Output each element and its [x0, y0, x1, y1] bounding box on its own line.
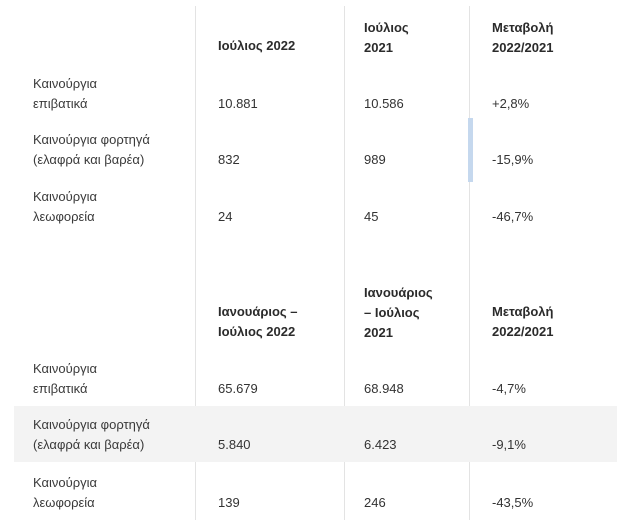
- table1-header-col1: Ιούλιος 2022: [218, 38, 296, 53]
- table2-row-label: Καινούργια λεωφορεία: [33, 475, 98, 510]
- table1-cell: 10.881: [218, 96, 258, 111]
- table1-header-col3: Μεταβολή 2022/2021: [492, 20, 554, 55]
- table1-cell: 10.586: [364, 96, 404, 111]
- table2-cell: 139: [218, 495, 240, 510]
- table1-row-label: Καινούργια λεωφορεία: [33, 189, 98, 224]
- table1-cell: 832: [218, 152, 240, 167]
- table2-header-col3: Μεταβολή 2022/2021: [492, 304, 554, 339]
- table2-cell: -4,7%: [492, 381, 526, 396]
- table2-cell: -43,5%: [492, 495, 534, 510]
- table1-cell: 24: [218, 209, 233, 224]
- table1-cell: +2,8%: [492, 96, 530, 111]
- table1-row-label: Καινούργια φορτηγά (ελαφρά και βαρέα): [33, 132, 150, 167]
- table2-cell: 5.840: [218, 437, 251, 452]
- table1-cell: 989: [364, 152, 386, 167]
- column-divider: [469, 6, 470, 520]
- table1-cell: -46,7%: [492, 209, 534, 224]
- table1-cell: -15,9%: [492, 152, 534, 167]
- table2-cell: 65.679: [218, 381, 258, 396]
- table1-header-col2: Ιούλιος 2021: [364, 20, 409, 55]
- column-divider: [195, 6, 196, 520]
- cell-selection-handle[interactable]: [468, 118, 473, 182]
- table2-cell: 246: [364, 495, 386, 510]
- table1-cell: 45: [364, 209, 379, 224]
- column-divider: [344, 6, 345, 520]
- table2-cell: 6.423: [364, 437, 397, 452]
- table2-header-col1: Ιανουάριος – Ιούλιος 2022: [218, 304, 298, 339]
- table2-header-col2: Ιανουάριος – Ιούλιος 2021: [364, 285, 433, 340]
- table2-row-label: Καινούργια φορτηγά (ελαφρά και βαρέα): [33, 417, 150, 452]
- table2-cell: 68.948: [364, 381, 404, 396]
- table1-row-label: Καινούργια επιβατικά: [33, 76, 98, 111]
- row-highlight-band: [14, 406, 617, 462]
- table2-cell: -9,1%: [492, 437, 526, 452]
- table2-row-label: Καινούργια επιβατικά: [33, 361, 98, 396]
